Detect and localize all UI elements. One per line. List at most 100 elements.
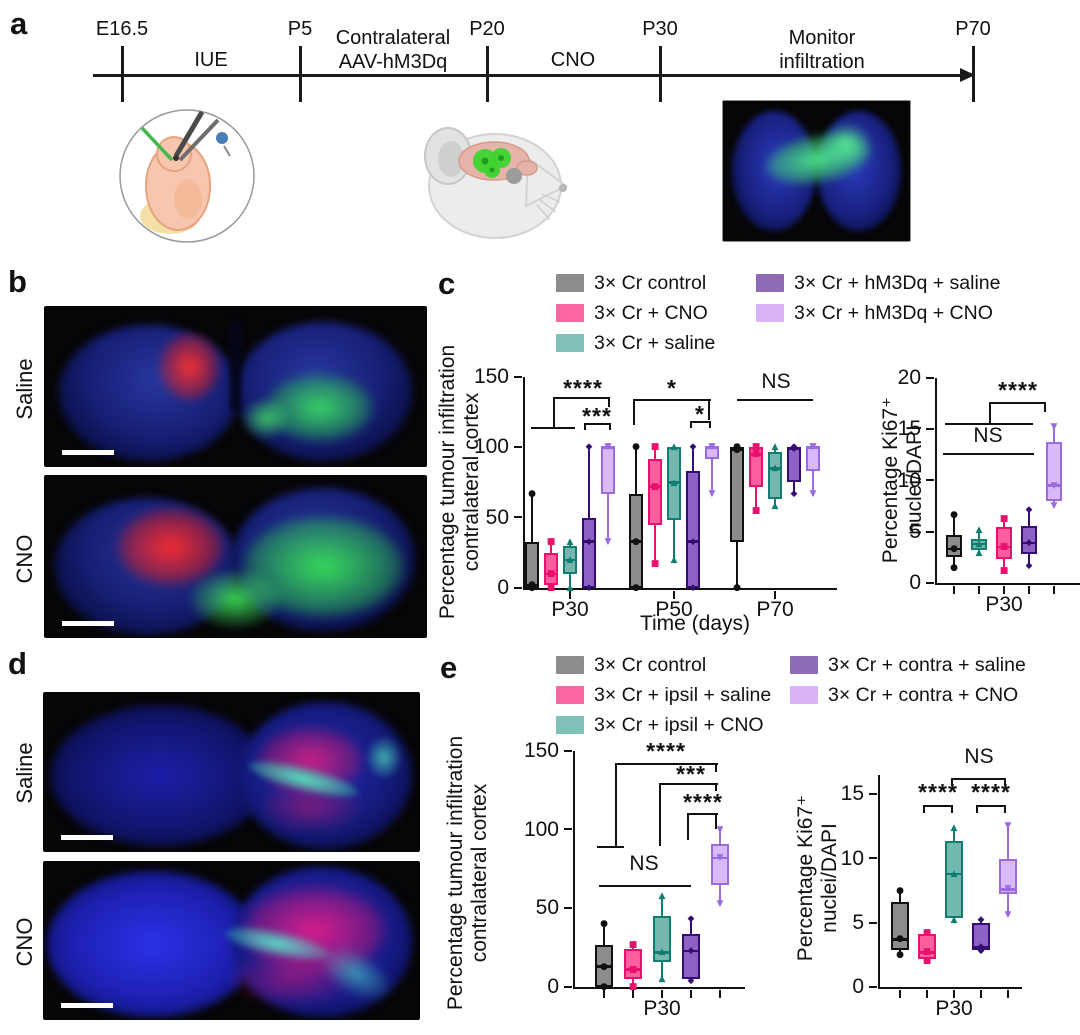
legend-entry: 3× Cr control [556,650,771,680]
legend-label: 3× Cr + CNO [594,301,708,324]
timeline-point-label: P5 [287,18,313,40]
sig-label: **** [646,738,686,764]
e-left-y-axis-label: Percentage tumour infiltration contralat… [444,735,491,1011]
sig-bracket [715,763,717,772]
e-ki67-chart: 0 5 10 15 P30 ● ● ● ■ ■ ■ ▲ ▲ ▲ ◆ ◆ ◆ ▼ ▼ ▼ [841,775,1022,1020]
legend-entry: 3× Cr + CNO [556,298,715,328]
scale-bar [62,450,114,455]
legend-entry: 3× Cr + hM3Dq + saline [756,268,1000,298]
sig-label: NS [964,745,994,768]
sig-bracket [599,885,691,887]
timeline-arrowhead-icon [960,68,975,82]
e-infiltration-chart: 0 50 100 150 P30 ● ● ● ■ ■ ■ ▲ ▲ ▲ ◆ ◆ ◆ ▼ ▼ ▼ [524,739,745,1020]
panel-e-legend-col2: 3× Cr + contra + saline 3× Cr + contra +… [790,650,1026,710]
sig-label: **** [683,789,723,815]
sig-bracket [923,805,953,813]
sig-bracket [989,402,1046,404]
sig-bracket [584,423,611,430]
timeline-segment-label: CNO [550,49,596,71]
timeline-segment-label: infiltration [779,51,865,73]
legend-entry: 3× Cr + saline [556,328,715,358]
legend-swatch [790,686,818,704]
sig-bracket [715,783,717,791]
sig-bracket [737,399,813,401]
panel-c-legend-col2: 3× Cr + hM3Dq + saline 3× Cr + hM3Dq + C… [756,268,1000,328]
c-ki67-chart: 0 5 10 15 20 P30 ● ● ● ▲ ▲ ▲ ■ ■ ■ ◆ ◆ ◆ ▼ ▼ ▼ [898,366,1080,616]
panel-b-saline-micrograph [44,306,427,467]
legend-label: 3× Cr + hM3Dq + saline [794,271,1001,294]
panel-d-saline-micrograph [43,692,420,852]
sig-label: NS [973,424,1003,447]
legend-swatch [556,334,584,352]
panel-b-letter: b [8,264,27,299]
legend-swatch [790,656,818,674]
panel-d-letter: d [8,646,27,681]
panel-e-legend-col1: 3× Cr control 3× Cr + ipsil + saline 3× … [556,650,771,740]
timeline-point-label: P20 [469,18,505,40]
legend-label: 3× Cr + hM3Dq + CNO [794,301,993,324]
timeline-axis [93,74,966,77]
legend-swatch [556,304,584,322]
timeline-segment-label: AAV-hM3Dq [338,51,448,73]
panel-e-letter: e [440,650,458,685]
legend-entry: 3× Cr control [556,268,715,298]
sig-bracket [989,402,991,423]
sig-bracket [615,763,617,846]
panel-d-cno-micrograph [43,861,420,1020]
legend-entry: 3× Cr + ipsil + saline [556,680,771,710]
legend-entry: 3× Cr + contra + saline [790,650,1026,680]
panel-b-row-label-saline: Saline [12,358,37,420]
sig-bracket [633,399,711,401]
c-left-x-axis-label: Time (days) [639,612,751,635]
sig-bracket [531,427,575,429]
timeline-segment-label: IUE [194,49,228,71]
legend-label: 3× Cr control [594,653,707,676]
scale-bar [61,835,113,840]
sig-bracket [976,805,1006,813]
panel-a-letter: a [10,6,28,41]
timeline-tick-p5 [299,46,302,102]
timeline-point-label: E16.5 [95,18,149,40]
sig-label: NS [761,370,791,393]
sig-label: * [667,375,677,401]
sig-bracket [687,813,718,815]
legend-entry: 3× Cr + hM3Dq + CNO [756,298,1000,328]
sig-label: *** [676,761,706,787]
panel-d-row-label-saline: Saline [12,742,37,804]
timeline-segment-label: Contralateral [335,27,451,49]
scale-bar [61,1003,113,1008]
legend-swatch [556,686,584,704]
sig-bracket [553,397,610,399]
sig-label: **** [563,375,603,401]
legend-swatch [756,274,784,292]
scale-bar [62,621,114,626]
sig-bracket [659,783,661,846]
sig-bracket [715,813,717,829]
sig-label: **** [918,779,958,805]
sig-label: * [695,401,705,427]
sig-label: **** [998,377,1038,403]
timeline-tick-p70 [972,46,975,102]
embryo-iue-illustration [119,109,255,243]
sig-label: **** [971,779,1011,805]
legend-swatch [556,716,584,734]
sig-bracket [687,813,689,840]
legend-entry: 3× Cr + contra + CNO [790,680,1026,710]
sig-bracket [659,783,718,785]
legend-label: 3× Cr + contra + CNO [828,683,1019,706]
sig-bracket [1044,402,1046,412]
legend-label: 3× Cr + ipsil + CNO [594,713,764,736]
panel-b-cno-micrograph [44,475,427,638]
sig-bracket [633,399,635,425]
timeline-tick-p30 [659,46,662,102]
sig-label: NS [629,852,659,875]
c-infiltration-timecourse-chart: 0 50 100 150 P30 P50 P70 ● ● ● ● ● ● ● ● ● ■ ■ ■ ■ ■ ■ ■ ■ ■ ▲ ▲ ▲ ▲… [474,365,837,621]
sig-bracket [945,423,1033,425]
timeline-segment-label: Monitor [788,27,856,49]
panel-d-row-label-cno: CNO [12,917,37,967]
panel-c-letter: c [438,266,456,301]
legend-swatch [556,274,584,292]
sig-bracket [597,846,624,848]
legend-swatch [556,656,584,674]
timeline-point-label: P30 [642,18,678,40]
